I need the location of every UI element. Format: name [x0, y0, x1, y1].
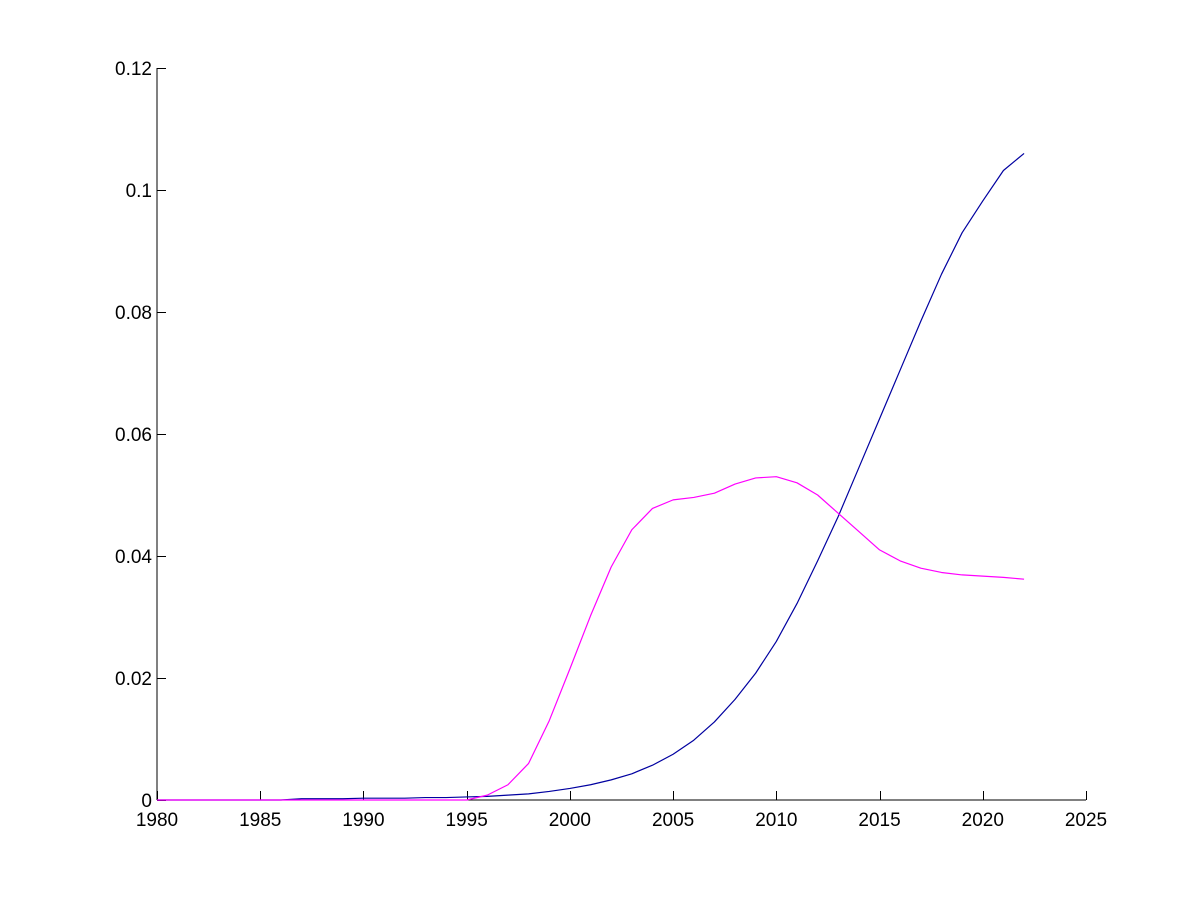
- x-tick-label: 2000: [549, 810, 591, 831]
- y-tick-label: 0: [141, 791, 152, 812]
- y-tick-label: 0.12: [115, 59, 152, 80]
- x-tick-label: 2020: [962, 810, 1004, 831]
- x-tick-label: 1995: [446, 810, 488, 831]
- x-tick-label: 2025: [1065, 810, 1107, 831]
- y-tick-label: 0.06: [115, 425, 152, 446]
- y-tick-label: 0.04: [115, 547, 152, 568]
- x-tick-label: 1985: [239, 810, 281, 831]
- y-tick-label: 0.1: [126, 181, 152, 202]
- plot-lines: [157, 152, 1025, 801]
- x-tick-label: 1980: [136, 810, 178, 831]
- series-line-blue: [157, 152, 1025, 801]
- series-line-magenta: [157, 476, 1025, 801]
- x-tick-label: 2010: [755, 810, 797, 831]
- x-tick-label: 1990: [342, 810, 384, 831]
- x-tick-label: 2005: [652, 810, 694, 831]
- x-tick-label: 2015: [858, 810, 900, 831]
- y-tick-label: 0.02: [115, 669, 152, 690]
- x-axis: 1980 1985 1990 1995 2000 2005 2010 2015 2020 2025: [136, 791, 1107, 831]
- y-tick-label: 0.08: [115, 303, 152, 324]
- y-axis: 0 0.02 0.04 0.06 0.08 0.1 0.12: [115, 59, 166, 812]
